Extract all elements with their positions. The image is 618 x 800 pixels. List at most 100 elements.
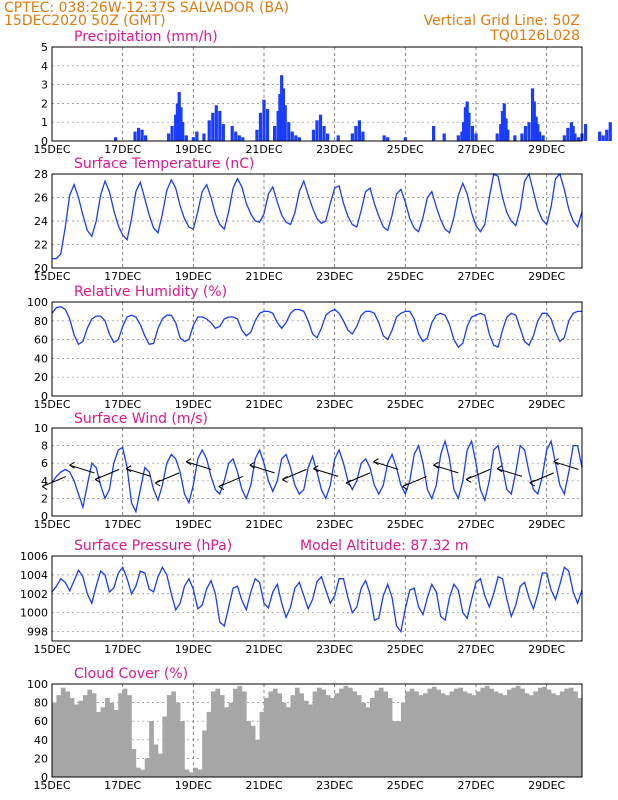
cloud-bar bbox=[502, 695, 508, 777]
temp-ytick: 22 bbox=[34, 239, 48, 252]
precip-bar bbox=[354, 125, 358, 141]
cloud-bar bbox=[127, 695, 132, 777]
precip-bar bbox=[280, 75, 284, 141]
wind-arrow-head bbox=[125, 465, 132, 473]
cloud-bar bbox=[281, 702, 287, 777]
pressure-xtick: 17DEC bbox=[104, 643, 141, 656]
temp-xtick: 25DEC bbox=[387, 270, 424, 283]
cloud-xtick: 15DEC bbox=[33, 779, 70, 792]
humidity-ytick: 60 bbox=[34, 334, 48, 347]
temp-xtick: 19DEC bbox=[175, 270, 212, 283]
precip-bar bbox=[520, 133, 524, 141]
precip-bar bbox=[357, 120, 361, 141]
precip-bar bbox=[583, 124, 588, 141]
cloud-bar bbox=[555, 695, 561, 777]
cloud-bar bbox=[131, 749, 137, 777]
precip-bar bbox=[202, 133, 206, 141]
temp-line bbox=[52, 172, 583, 260]
wind-arrow bbox=[218, 475, 243, 487]
cloud-bar bbox=[246, 721, 252, 777]
cloud-bar bbox=[409, 688, 415, 777]
temp-frame bbox=[51, 173, 583, 269]
precip-bar bbox=[598, 131, 602, 141]
precip-bar bbox=[474, 133, 478, 141]
cloud-bar bbox=[308, 704, 313, 777]
humidity-xtick: 15DEC bbox=[33, 398, 70, 411]
cloud-bar bbox=[135, 767, 141, 777]
cloud-xtick: 21DEC bbox=[245, 779, 282, 792]
cloud-bar bbox=[268, 691, 274, 777]
cloud-bar bbox=[568, 687, 574, 777]
precip-xtick: 19DEC bbox=[175, 143, 212, 156]
precip-bar bbox=[174, 114, 178, 141]
wind-xtick: 21DEC bbox=[245, 518, 282, 531]
precip-bar bbox=[170, 125, 174, 141]
cloud-bar bbox=[100, 707, 106, 777]
cloud-xtick: 29DEC bbox=[528, 779, 565, 792]
wind-ytick: 8 bbox=[41, 440, 48, 453]
wind-arrow bbox=[94, 468, 120, 480]
temp-xtick: 21DEC bbox=[245, 270, 282, 283]
temp-ytick: 20 bbox=[34, 262, 48, 275]
pressure-ytick: 1004 bbox=[20, 569, 48, 582]
cloud-bar bbox=[378, 687, 384, 777]
cloud-bar bbox=[462, 691, 468, 777]
cloud-bar bbox=[215, 688, 221, 777]
cloud-bar bbox=[180, 721, 185, 777]
cloud-bar bbox=[445, 695, 450, 777]
humidity-xtick: 21DEC bbox=[245, 398, 282, 411]
wind-arrow bbox=[186, 461, 212, 470]
cloud-bar bbox=[361, 702, 366, 777]
cloud-xtick: 23DEC bbox=[316, 779, 353, 792]
humidity-xtick: 27DEC bbox=[457, 398, 494, 411]
pressure-xtick: 19DEC bbox=[175, 643, 212, 656]
precip-bar bbox=[167, 133, 171, 141]
wind-panel: 0 2 4 6 8 10 15DEC 17DEC 19DEC 21DEC 23DEC 25DEC 27D… bbox=[33, 422, 583, 531]
humidity-xtick: 23DEC bbox=[316, 398, 353, 411]
precip-bar bbox=[499, 124, 503, 141]
cloud-ytick: 0 bbox=[41, 771, 48, 784]
cloud-bar bbox=[105, 697, 110, 777]
precip-bar bbox=[241, 137, 245, 141]
precip-bar bbox=[211, 112, 215, 141]
cloud-bar bbox=[440, 693, 446, 777]
precip-bar bbox=[502, 103, 506, 141]
precip-bar bbox=[530, 88, 535, 141]
cloud-bar bbox=[188, 772, 194, 777]
precip-ytick: 4 bbox=[41, 60, 48, 73]
cloud-bar bbox=[153, 744, 159, 777]
cloud-bar bbox=[559, 691, 565, 777]
humidity-xtick: 25DEC bbox=[387, 398, 424, 411]
cloud-bar bbox=[87, 689, 93, 777]
precip-bar bbox=[541, 135, 545, 141]
precip-bar bbox=[214, 105, 218, 141]
cloud-bar bbox=[206, 711, 212, 777]
precip-bar bbox=[221, 124, 225, 141]
pressure-ytick: 1006 bbox=[20, 550, 48, 563]
cloud-xtick: 25DEC bbox=[387, 779, 424, 792]
precip-ytick: 5 bbox=[41, 41, 48, 54]
cloud-bar bbox=[453, 688, 459, 777]
precip-bar bbox=[278, 94, 282, 141]
precip-bar bbox=[523, 125, 528, 141]
cloud-bar bbox=[277, 693, 282, 777]
precip-bar bbox=[527, 122, 531, 141]
wind-arrow-head bbox=[313, 465, 319, 473]
precip-bar bbox=[506, 129, 510, 141]
precip-ytick: 0 bbox=[41, 135, 48, 148]
cloud-bar bbox=[515, 685, 521, 777]
cloud-bar bbox=[533, 691, 539, 777]
wind-ytick: 6 bbox=[41, 457, 48, 470]
cloud-bar bbox=[392, 721, 397, 777]
cloud-bar bbox=[449, 691, 455, 777]
wind-arrow bbox=[553, 461, 579, 470]
precip-bar bbox=[566, 127, 570, 141]
cloud-bar bbox=[400, 702, 406, 777]
cloud-bar bbox=[91, 693, 97, 777]
cloud-bar bbox=[140, 769, 146, 777]
pressure-panel: 998 1000 1002 1004 1006 15DEC 17DEC 19DEC 21DEC 2… bbox=[20, 550, 583, 656]
wind-arrow bbox=[125, 468, 152, 477]
precip-bar bbox=[218, 110, 222, 141]
cloud-bar bbox=[524, 693, 530, 777]
